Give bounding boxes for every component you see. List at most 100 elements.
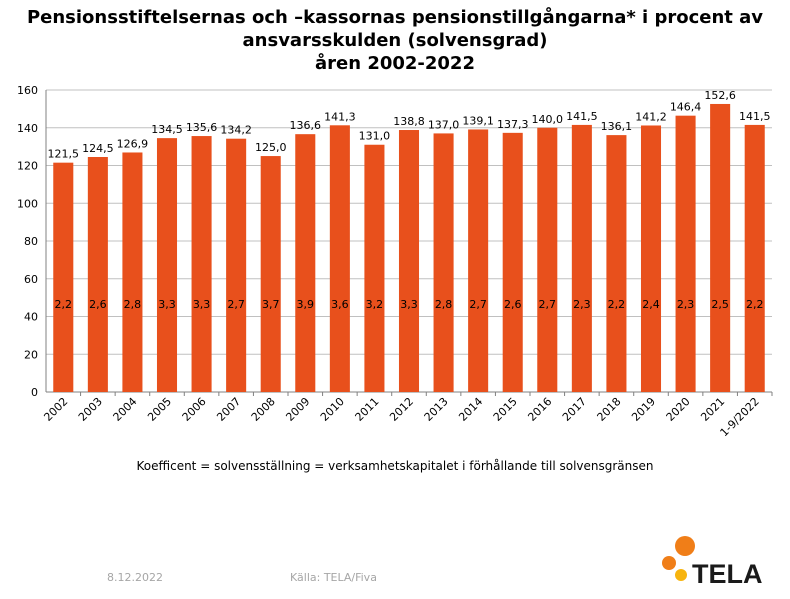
logo-dot-large-icon [675, 536, 695, 556]
chart-title-line-2: ansvarsskulden (solvensgrad) [242, 30, 548, 51]
value-label: 146,4 [670, 101, 702, 114]
x-tick-label: 2020 [664, 395, 693, 424]
bar-2018 [606, 135, 627, 392]
coefficient-label: 2,7 [469, 298, 487, 311]
logo-dot-medium-icon [662, 556, 676, 570]
y-tick-label: 120 [17, 160, 38, 173]
bar-2003 [87, 157, 108, 392]
logo-dot-small-icon [675, 569, 687, 581]
x-tick-label: 2005 [145, 395, 174, 424]
value-label: 135,6 [186, 121, 218, 134]
bar-chart: 0 20 40 60 80 100 120 140 160 121,5 2,2 2002 124,5 2,… [17, 84, 773, 439]
value-label: 136,6 [290, 119, 322, 132]
value-label: 140,0 [532, 113, 564, 126]
x-tick-label: 2021 [698, 395, 727, 424]
coefficient-label: 2,3 [573, 298, 591, 311]
tela-logo: TELA [662, 536, 763, 588]
coefficient-label: 2,4 [642, 298, 660, 311]
value-label: 152,6 [704, 89, 736, 102]
x-tick-label: 2013 [422, 395, 451, 424]
coefficient-label: 3,6 [331, 298, 349, 311]
x-tick-label: 2015 [491, 395, 520, 424]
coefficient-label: 2,7 [227, 298, 245, 311]
bar-2020 [675, 115, 696, 393]
y-tick-label: 0 [31, 386, 38, 399]
coefficient-label: 2,2 [55, 298, 73, 311]
bar-2013 [433, 133, 454, 392]
chart-title: Pensionsstiftelsernas och –kassornas pen… [0, 6, 790, 75]
x-tick-label: 2016 [525, 395, 554, 424]
x-tick-label: 2007 [214, 395, 243, 424]
coefficient-label: 2,2 [608, 298, 626, 311]
x-tick-label: 2003 [76, 395, 105, 424]
value-label: 141,3 [324, 110, 356, 123]
coefficient-label: 2,2 [746, 298, 764, 311]
x-tick-label: 2006 [180, 395, 209, 424]
value-label: 125,0 [255, 141, 287, 154]
bar-2015 [502, 132, 523, 392]
x-tick-label: 2008 [249, 395, 278, 424]
coefficient-label: 3,3 [400, 298, 418, 311]
value-label: 138,8 [393, 115, 425, 128]
value-label: 131,0 [359, 130, 391, 143]
x-tick-label: 2004 [111, 395, 140, 424]
y-tick-label: 60 [24, 273, 38, 286]
chart-title-line-3: åren 2002-2022 [315, 53, 475, 74]
y-tick-label: 140 [17, 122, 38, 135]
coefficient-note: Koefficent = solvensställning = verksamh… [136, 459, 654, 473]
value-label: 141,5 [739, 110, 771, 123]
y-tick-label: 160 [17, 84, 38, 97]
value-label: 121,5 [48, 148, 80, 161]
bar-2021 [710, 103, 731, 392]
y-tick-label: 20 [24, 348, 38, 361]
bar-2004 [122, 152, 143, 392]
bar-2017 [571, 124, 592, 392]
logo-text: TELA [692, 559, 763, 588]
value-label: 137,0 [428, 118, 460, 131]
coefficient-label: 2,3 [677, 298, 695, 311]
value-label: 141,2 [635, 110, 667, 123]
bar-2007 [226, 138, 247, 392]
x-tick-label: 2017 [560, 395, 589, 424]
y-tick-label: 100 [17, 197, 38, 210]
bar-2002 [53, 162, 74, 392]
x-tick-label: 2019 [629, 395, 658, 424]
coefficient-label: 3,7 [262, 298, 280, 311]
bar-2010 [329, 125, 350, 392]
bar-2006 [191, 136, 212, 392]
bar-2005 [156, 138, 178, 392]
coefficient-label: 2,8 [435, 298, 453, 311]
value-label: 139,1 [462, 114, 494, 127]
x-tick-label: 2009 [283, 395, 312, 424]
coefficient-label: 2,6 [89, 298, 107, 311]
value-label: 136,1 [601, 120, 633, 133]
value-label: 141,5 [566, 110, 598, 123]
coefficient-label: 2,5 [711, 298, 729, 311]
footer-date: 8.12.2022 [107, 571, 163, 584]
y-tick-label: 80 [24, 235, 38, 248]
bar-2009 [295, 134, 316, 393]
x-tick-label: 2012 [387, 395, 416, 424]
bar-2019 [640, 125, 662, 393]
coefficient-label: 3,2 [366, 298, 384, 311]
value-label: 134,5 [151, 123, 183, 136]
bar-2016 [537, 127, 558, 392]
coefficient-label: 2,6 [504, 298, 522, 311]
coefficient-label: 3,3 [193, 298, 211, 311]
chart-title-line-1: Pensionsstiftelsernas och –kassornas pen… [26, 7, 764, 28]
coefficient-label: 3,9 [297, 298, 315, 311]
x-tick-label: 2011 [353, 395, 382, 424]
value-label: 134,2 [220, 124, 252, 137]
bar-2012 [398, 130, 420, 392]
x-tick-label: 2002 [41, 395, 70, 424]
y-tick-label: 40 [24, 311, 38, 324]
coefficient-label: 2,8 [124, 298, 142, 311]
bar-1-9/2022 [744, 124, 765, 392]
value-label: 124,5 [82, 142, 114, 155]
x-tick-label: 2010 [318, 395, 347, 424]
x-tick-label: 2018 [595, 395, 624, 424]
footer-source: Källa: TELA/Fiva [290, 571, 377, 584]
bar-2011 [364, 144, 385, 392]
value-label: 126,9 [117, 137, 149, 150]
value-label: 137,3 [497, 118, 529, 131]
